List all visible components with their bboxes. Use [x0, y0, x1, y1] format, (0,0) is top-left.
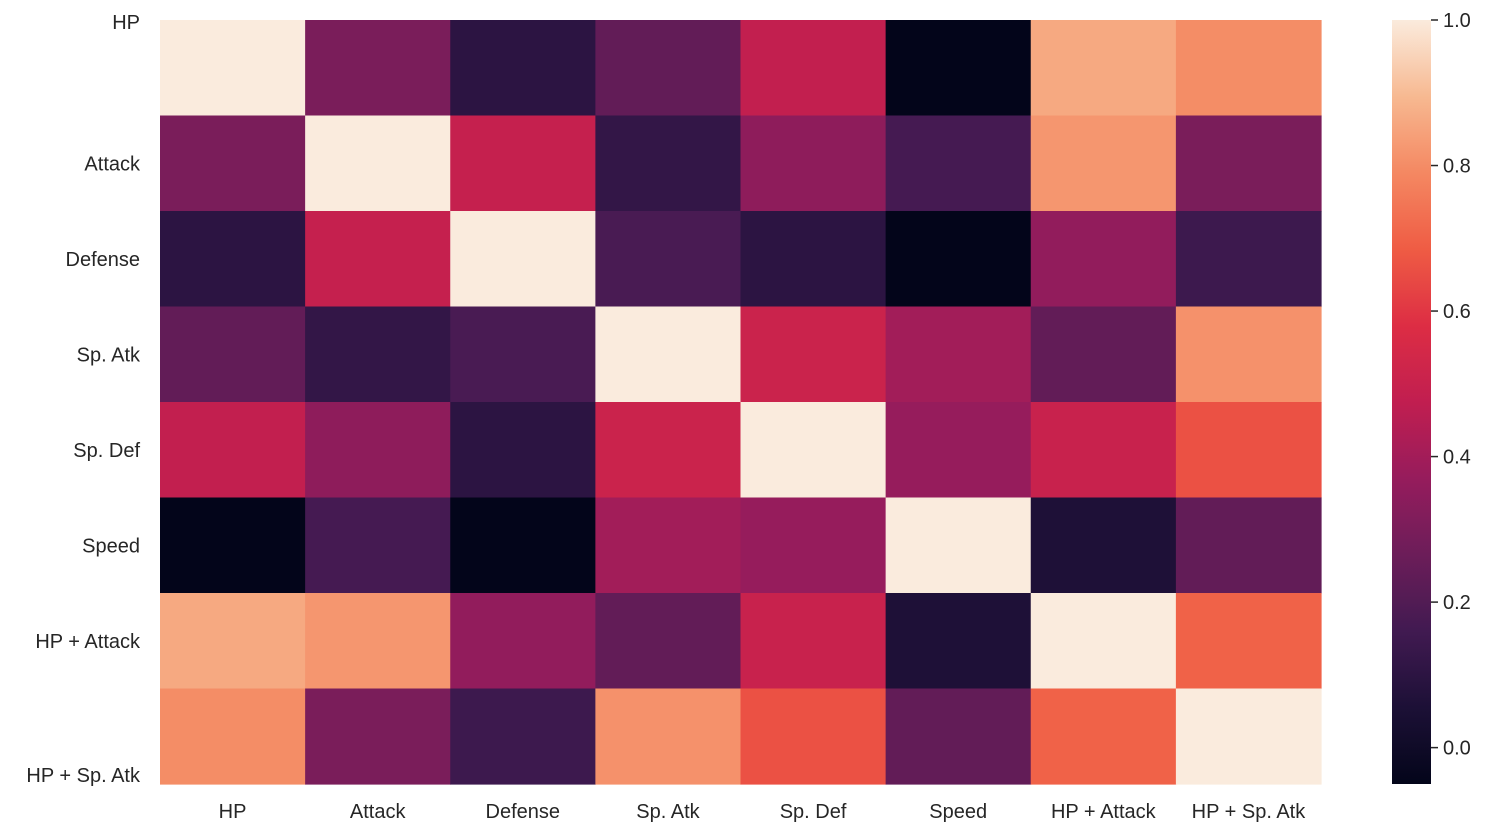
heatmap-cell — [885, 497, 1032, 594]
y-tick-label: Sp. Def — [73, 440, 140, 462]
heatmap-cell — [740, 306, 887, 403]
heatmap-cell — [305, 688, 451, 785]
heatmap-cell — [160, 497, 306, 594]
x-tick-label: Speed — [929, 801, 987, 823]
heatmap-cell — [1030, 593, 1177, 690]
heatmap-cell — [305, 306, 451, 403]
heatmap-cell — [160, 306, 306, 403]
colorbar-tick-label: 0.0 — [1443, 738, 1471, 760]
heatmap-cell — [160, 115, 306, 212]
x-tick-label: Sp. Def — [780, 801, 847, 823]
heatmap-cell — [305, 20, 451, 117]
heatmap-cell — [1030, 688, 1177, 785]
colorbar-tick-label: 0.4 — [1443, 447, 1471, 469]
heatmap-cell — [595, 593, 742, 690]
heatmap-cell — [1175, 115, 1322, 212]
heatmap-cell — [160, 20, 306, 117]
heatmap-cell — [885, 688, 1032, 785]
heatmap-cell — [740, 115, 887, 212]
y-tick-label: HP — [112, 12, 140, 34]
heatmap-cell — [160, 593, 306, 690]
heatmap-cell — [450, 402, 596, 499]
heatmap-cell — [885, 20, 1032, 117]
colorbar-tick-labels: 0.0 0.2 0.4 0.6 0.8 1.0 — [1431, 10, 1471, 760]
heatmap-cell — [885, 115, 1032, 212]
heatmap-cell — [595, 306, 742, 403]
x-tick-label: HP + Sp. Atk — [1192, 801, 1307, 823]
heatmap-cell — [740, 211, 887, 308]
heatmap-cell — [1030, 497, 1177, 594]
heatmap-cell — [450, 115, 596, 212]
heatmap-cell — [1030, 20, 1177, 117]
heatmap-cell — [1030, 306, 1177, 403]
heatmap-cell — [885, 306, 1032, 403]
colorbar-tick-label: 0.6 — [1443, 301, 1471, 323]
y-tick-label: HP + Sp. Atk — [26, 765, 141, 787]
heatmap-cell — [1175, 593, 1322, 690]
heatmap-cell — [740, 497, 887, 594]
x-axis-tick-labels: HP Attack Defense Sp. Atk Sp. Def Speed HP + A… — [219, 801, 1307, 823]
heatmap-cell — [305, 593, 451, 690]
heatmap-cell — [1175, 20, 1322, 117]
heatmap-cell — [595, 115, 742, 212]
heatmap-cells — [160, 20, 1322, 785]
heatmap-cell — [1030, 402, 1177, 499]
y-tick-label: Attack — [84, 153, 141, 175]
heatmap-cell — [740, 402, 887, 499]
heatmap-cell — [740, 20, 887, 117]
heatmap-cell — [450, 306, 596, 403]
heatmap-cell — [305, 402, 451, 499]
heatmap-cell — [595, 20, 742, 117]
heatmap-cell — [740, 688, 887, 785]
heatmap-cell — [885, 593, 1032, 690]
heatmap-cell — [160, 402, 306, 499]
heatmap-cell — [1175, 211, 1322, 308]
x-tick-label: HP + Attack — [1051, 801, 1157, 823]
y-tick-label: Sp. Atk — [77, 344, 141, 366]
colorbar-tick-label: 0.2 — [1443, 592, 1471, 614]
heatmap-cell — [160, 211, 306, 308]
x-tick-label: Defense — [486, 801, 561, 823]
heatmap-cell — [450, 211, 596, 308]
x-tick-label: Attack — [350, 801, 407, 823]
colorbar-tick-label: 1.0 — [1443, 10, 1471, 32]
heatmap-cell — [160, 688, 306, 785]
y-tick-label: Speed — [82, 535, 140, 557]
heatmap-cell — [305, 497, 451, 594]
heatmap-cell — [1175, 497, 1322, 594]
heatmap-cell — [595, 402, 742, 499]
heatmap-cell — [450, 593, 596, 690]
heatmap-cell — [595, 497, 742, 594]
heatmap-cell — [450, 688, 596, 785]
colorbar-tick-label: 0.8 — [1443, 156, 1471, 178]
heatmap-cell — [305, 211, 451, 308]
heatmap-cell — [1175, 402, 1322, 499]
heatmap-cell — [450, 20, 596, 117]
heatmap-cell — [1030, 115, 1177, 212]
y-tick-label: Defense — [66, 249, 141, 271]
heatmap-cell — [1175, 688, 1322, 785]
y-tick-label: HP + Attack — [35, 631, 141, 653]
heatmap-cell — [595, 688, 742, 785]
heatmap-cell — [740, 593, 887, 690]
x-tick-label: Sp. Atk — [636, 801, 700, 823]
x-tick-label: HP — [219, 801, 247, 823]
heatmap-cell — [885, 211, 1032, 308]
heatmap-cell — [1030, 211, 1177, 308]
y-axis-tick-labels: HP Attack Defense Sp. Atk Sp. Def Speed HP + A… — [26, 12, 141, 787]
heatmap-cell — [1175, 306, 1322, 403]
colorbar — [1392, 20, 1431, 784]
heatmap-cell — [595, 211, 742, 308]
heatmap-cell — [450, 497, 596, 594]
heatmap-cell — [885, 402, 1032, 499]
heatmap-cell — [305, 115, 451, 212]
